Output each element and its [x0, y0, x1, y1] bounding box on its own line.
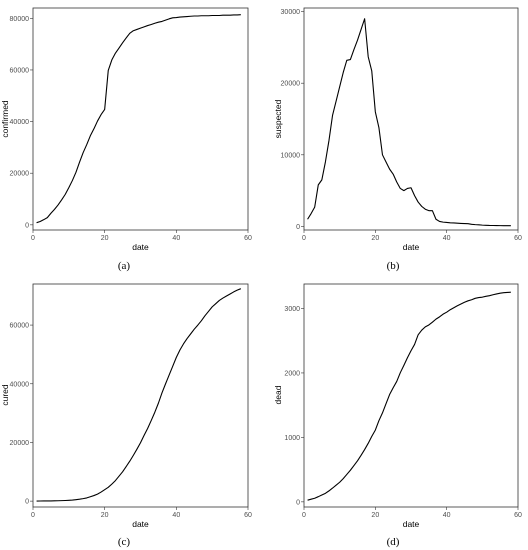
- x-tick-label: 0: [31, 512, 35, 519]
- x-tick-label: 40: [443, 512, 451, 519]
- chart-panel-3: 0 20 40 60 0 20000 40000 60000 date cured (c): [0, 283, 252, 548]
- y-tick-label: 60000: [10, 323, 30, 330]
- y-tick-label: 1000: [284, 435, 300, 442]
- plot-frame: [303, 7, 519, 231]
- plot-frame: [32, 7, 249, 231]
- y-axis-title: dead: [273, 385, 283, 404]
- x-tick-label: 20: [371, 235, 379, 242]
- y-tick-label: 0: [296, 224, 300, 231]
- chart-panel-1: 0 20 40 60 0 20000 40000 60000 80000 date confirme…: [0, 7, 252, 272]
- x-tick-label: 20: [371, 512, 379, 519]
- series-line: [307, 18, 511, 227]
- panel-label: (d): [387, 536, 400, 548]
- x-tick-label: 40: [172, 235, 180, 242]
- series-line: [307, 291, 511, 501]
- x-tick-label: 60: [514, 235, 522, 242]
- chart-panel-2: 0 20 40 60 0 10000 20000 30000 date suspected (b): [273, 7, 522, 272]
- x-tick-label: 60: [244, 235, 252, 242]
- x-tick-label: 0: [302, 512, 306, 519]
- y-tick-label: 40000: [10, 381, 30, 388]
- x-tick-label: 0: [31, 235, 35, 242]
- plot-frame: [32, 283, 249, 508]
- panel-label: (c): [118, 536, 131, 548]
- x-tick-label: 0: [302, 235, 306, 242]
- y-tick-label: 3000: [284, 306, 300, 313]
- y-tick-label: 0: [296, 499, 300, 506]
- y-tick-label: 30000: [281, 9, 301, 16]
- y-axis-title: cured: [0, 384, 10, 406]
- plot-frame: [303, 283, 519, 508]
- y-tick-label: 2000: [284, 370, 300, 377]
- x-axis-title: date: [403, 242, 420, 252]
- x-tick-label: 20: [101, 235, 109, 242]
- panel-label: (a): [118, 260, 131, 272]
- y-axis-title: suspected: [273, 99, 283, 138]
- y-tick-label: 20000: [281, 81, 301, 88]
- y-tick-label: 20000: [10, 171, 30, 178]
- y-tick-label: 0: [25, 499, 29, 506]
- x-axis-title: date: [132, 242, 149, 252]
- x-tick-label: 20: [101, 512, 109, 519]
- panel-label: (b): [387, 260, 400, 272]
- y-tick-label: 0: [25, 222, 29, 229]
- x-tick-label: 60: [244, 512, 252, 519]
- x-tick-label: 60: [514, 512, 522, 519]
- y-tick-label: 20000: [10, 440, 30, 447]
- chart-panel-4: 0 20 40 60 0 1000 2000 3000 date dead (d): [273, 283, 522, 548]
- y-tick-label: 60000: [10, 67, 30, 74]
- series-line: [36, 14, 241, 224]
- x-axis-title: date: [403, 519, 420, 529]
- x-tick-label: 40: [443, 235, 451, 242]
- series-line: [36, 288, 242, 502]
- y-tick-label: 10000: [281, 152, 301, 159]
- x-tick-label: 40: [172, 512, 180, 519]
- y-tick-label: 80000: [10, 16, 30, 23]
- x-axis-title: date: [132, 519, 149, 529]
- y-axis-title: confirmed: [0, 100, 10, 138]
- y-tick-label: 40000: [10, 119, 30, 126]
